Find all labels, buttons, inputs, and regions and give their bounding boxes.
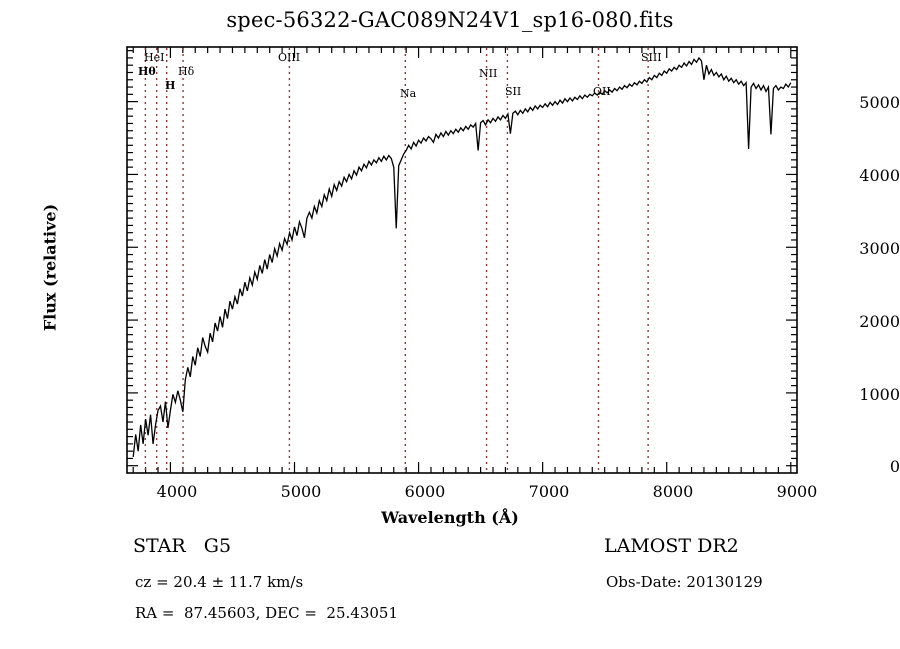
xtick-label-4000: 4000 (156, 482, 198, 501)
spectral-line-label-H: H (165, 79, 176, 92)
spectrum-trace (132, 56, 792, 458)
ytick-label-5000: 5000 (859, 93, 900, 112)
spectral-line-label-H: Hδ (178, 65, 195, 78)
spectral-line-label-Na: Na (400, 87, 417, 100)
observation-date-text: Obs-Date: 20130129 (606, 573, 763, 591)
x-axis-label: Wavelength (Å) (381, 508, 519, 527)
spectral-line-label-SIII: SIII (641, 51, 662, 64)
survey-name-text: LAMOST DR2 (604, 535, 739, 557)
spectral-line-label-SII: SII (505, 85, 522, 98)
ytick-label-2000: 2000 (859, 312, 900, 331)
xtick-label-5000: 5000 (280, 482, 322, 501)
xtick-label-6000: 6000 (404, 482, 446, 501)
spectral-line-label-NII: NII (479, 67, 498, 80)
xtick-label-9000: 9000 (776, 482, 818, 501)
ytick-label-0: 0 (889, 457, 900, 476)
xtick-label-7000: 7000 (528, 482, 570, 501)
page-title: spec-56322-GAC089N24V1_sp16-080.fits (226, 8, 674, 32)
spectral-line-label-OII: OII (593, 85, 611, 98)
ytick-label-3000: 3000 (859, 239, 900, 258)
object-class-text: STAR G5 (133, 535, 232, 557)
redshift-text: cz = 20.4 ± 11.7 km/s (135, 573, 304, 591)
xtick-label-8000: 8000 (652, 482, 694, 501)
spectral-line-label-HeI: HeI (144, 51, 165, 64)
plot-frame (126, 46, 798, 474)
coordinates-text: RA = 87.45603, DEC = 25.43051 (135, 604, 399, 622)
spectral-line-label-OIII: OIII (278, 51, 301, 64)
ytick-label-4000: 4000 (859, 166, 900, 185)
spectral-line-label-H: Hθ (138, 65, 156, 78)
ytick-label-1000: 1000 (859, 385, 900, 404)
